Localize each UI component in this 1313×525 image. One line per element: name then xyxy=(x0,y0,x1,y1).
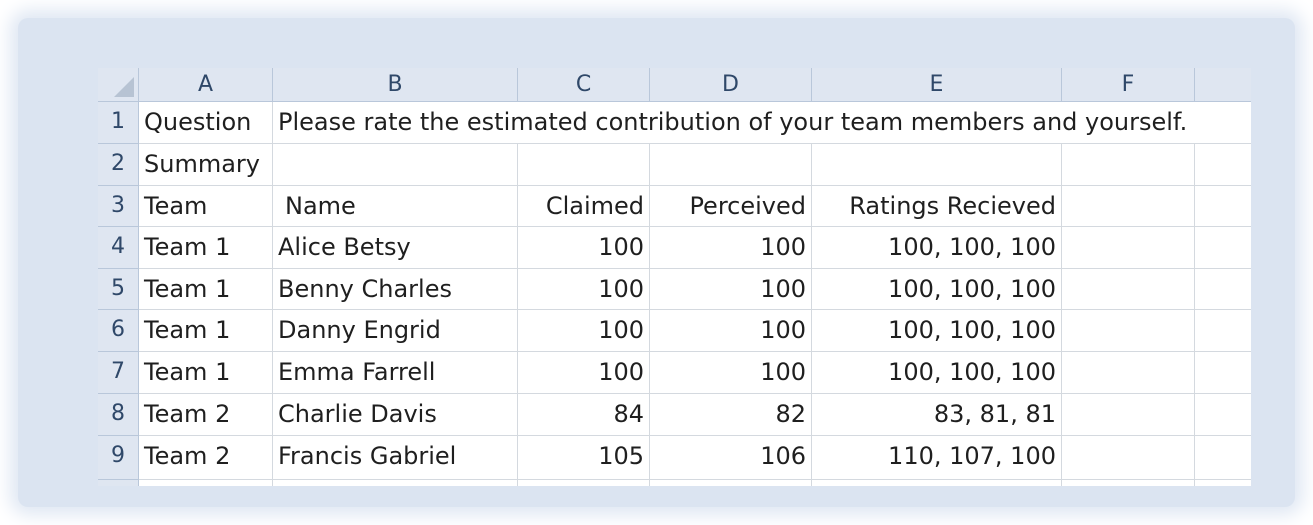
cell-f5[interactable] xyxy=(1062,269,1195,310)
cell-a9[interactable]: Team 2 xyxy=(139,436,273,480)
cell-g7[interactable] xyxy=(1195,352,1251,394)
cell-a7[interactable]: Team 1 xyxy=(139,352,273,394)
cell-a5[interactable]: Team 1 xyxy=(139,269,273,310)
cell-c10[interactable] xyxy=(518,480,650,486)
cell-b10[interactable] xyxy=(273,480,518,486)
cell-f4[interactable] xyxy=(1062,227,1195,269)
cell-a10[interactable] xyxy=(139,480,273,486)
column-header-g[interactable] xyxy=(1195,68,1251,102)
cell-e7[interactable]: 100, 100, 100 xyxy=(812,352,1062,394)
cell-c7[interactable]: 100 xyxy=(518,352,650,394)
cell-b8[interactable]: Charlie Davis xyxy=(273,394,518,436)
cell-d4[interactable]: 100 xyxy=(650,227,812,269)
cell-b9[interactable]: Francis Gabriel xyxy=(273,436,518,480)
row-header-8[interactable]: 8 xyxy=(98,394,139,436)
cell-a2[interactable]: Summary xyxy=(139,144,273,186)
cell-d5[interactable]: 100 xyxy=(650,269,812,310)
cell-c6[interactable]: 100 xyxy=(518,310,650,352)
cell-g9[interactable] xyxy=(1195,436,1251,480)
spreadsheet-grid: A B C D E F 1 2 3 4 5 6 7 8 9 Question P… xyxy=(98,68,1251,486)
cell-d7[interactable]: 100 xyxy=(650,352,812,394)
cell-f6[interactable] xyxy=(1062,310,1195,352)
cell-d6[interactable]: 100 xyxy=(650,310,812,352)
column-header-a[interactable]: A xyxy=(139,68,273,102)
column-header-f[interactable]: F xyxy=(1062,68,1195,102)
cell-a6[interactable]: Team 1 xyxy=(139,310,273,352)
cell-g6[interactable] xyxy=(1195,310,1251,352)
cell-f10[interactable] xyxy=(1062,480,1195,486)
row-header-10[interactable] xyxy=(98,480,139,486)
select-all-corner[interactable] xyxy=(98,68,139,102)
column-header-d[interactable]: D xyxy=(650,68,812,102)
cell-c4[interactable]: 100 xyxy=(518,227,650,269)
cell-f8[interactable] xyxy=(1062,394,1195,436)
cell-e2[interactable] xyxy=(812,144,1062,186)
cell-c5[interactable]: 100 xyxy=(518,269,650,310)
cell-e10[interactable] xyxy=(812,480,1062,486)
cell-g3[interactable] xyxy=(1195,186,1251,227)
cell-d8[interactable]: 82 xyxy=(650,394,812,436)
column-header-e[interactable]: E xyxy=(812,68,1062,102)
cell-f2[interactable] xyxy=(1062,144,1195,186)
cell-g2[interactable] xyxy=(1195,144,1251,186)
row-header-6[interactable]: 6 xyxy=(98,310,139,352)
cell-c8[interactable]: 84 xyxy=(518,394,650,436)
cell-e8[interactable]: 83, 81, 81 xyxy=(812,394,1062,436)
cell-b2[interactable] xyxy=(273,144,518,186)
cell-f9[interactable] xyxy=(1062,436,1195,480)
screenshot-frame: A B C D E F 1 2 3 4 5 6 7 8 9 Question P… xyxy=(18,18,1295,507)
cell-a1[interactable]: Question xyxy=(139,102,273,144)
cell-f7[interactable] xyxy=(1062,352,1195,394)
cell-e4[interactable]: 100, 100, 100 xyxy=(812,227,1062,269)
row-header-1[interactable]: 1 xyxy=(98,102,139,144)
row-header-5[interactable]: 5 xyxy=(98,269,139,310)
cell-d10[interactable] xyxy=(650,480,812,486)
cell-b6[interactable]: Danny Engrid xyxy=(273,310,518,352)
row-header-7[interactable]: 7 xyxy=(98,352,139,394)
cell-b7[interactable]: Emma Farrell xyxy=(273,352,518,394)
column-header-b[interactable]: B xyxy=(273,68,518,102)
cell-d3[interactable]: Perceived xyxy=(650,186,812,227)
column-header-c[interactable]: C xyxy=(518,68,650,102)
cell-e6[interactable]: 100, 100, 100 xyxy=(812,310,1062,352)
cell-g4[interactable] xyxy=(1195,227,1251,269)
cell-e3[interactable]: Ratings Recieved xyxy=(812,186,1062,227)
cell-f3[interactable] xyxy=(1062,186,1195,227)
row-header-9[interactable]: 9 xyxy=(98,436,139,480)
cell-c3[interactable]: Claimed xyxy=(518,186,650,227)
cell-b1[interactable]: Please rate the estimated contribution o… xyxy=(273,102,1251,144)
row-header-2[interactable]: 2 xyxy=(98,144,139,186)
select-all-triangle-icon xyxy=(114,77,134,97)
cell-a8[interactable]: Team 2 xyxy=(139,394,273,436)
cell-b4[interactable]: Alice Betsy xyxy=(273,227,518,269)
cell-d9[interactable]: 106 xyxy=(650,436,812,480)
cell-e9[interactable]: 110, 107, 100 xyxy=(812,436,1062,480)
row-header-3[interactable]: 3 xyxy=(98,186,139,227)
cell-b5[interactable]: Benny Charles xyxy=(273,269,518,310)
cell-g8[interactable] xyxy=(1195,394,1251,436)
row-header-4[interactable]: 4 xyxy=(98,227,139,269)
cell-c9[interactable]: 105 xyxy=(518,436,650,480)
cell-b3[interactable]: Name xyxy=(273,186,518,227)
cell-a3[interactable]: Team xyxy=(139,186,273,227)
cell-d2[interactable] xyxy=(650,144,812,186)
cell-e5[interactable]: 100, 100, 100 xyxy=(812,269,1062,310)
cell-g5[interactable] xyxy=(1195,269,1251,310)
cell-c2[interactable] xyxy=(518,144,650,186)
cell-a4[interactable]: Team 1 xyxy=(139,227,273,269)
